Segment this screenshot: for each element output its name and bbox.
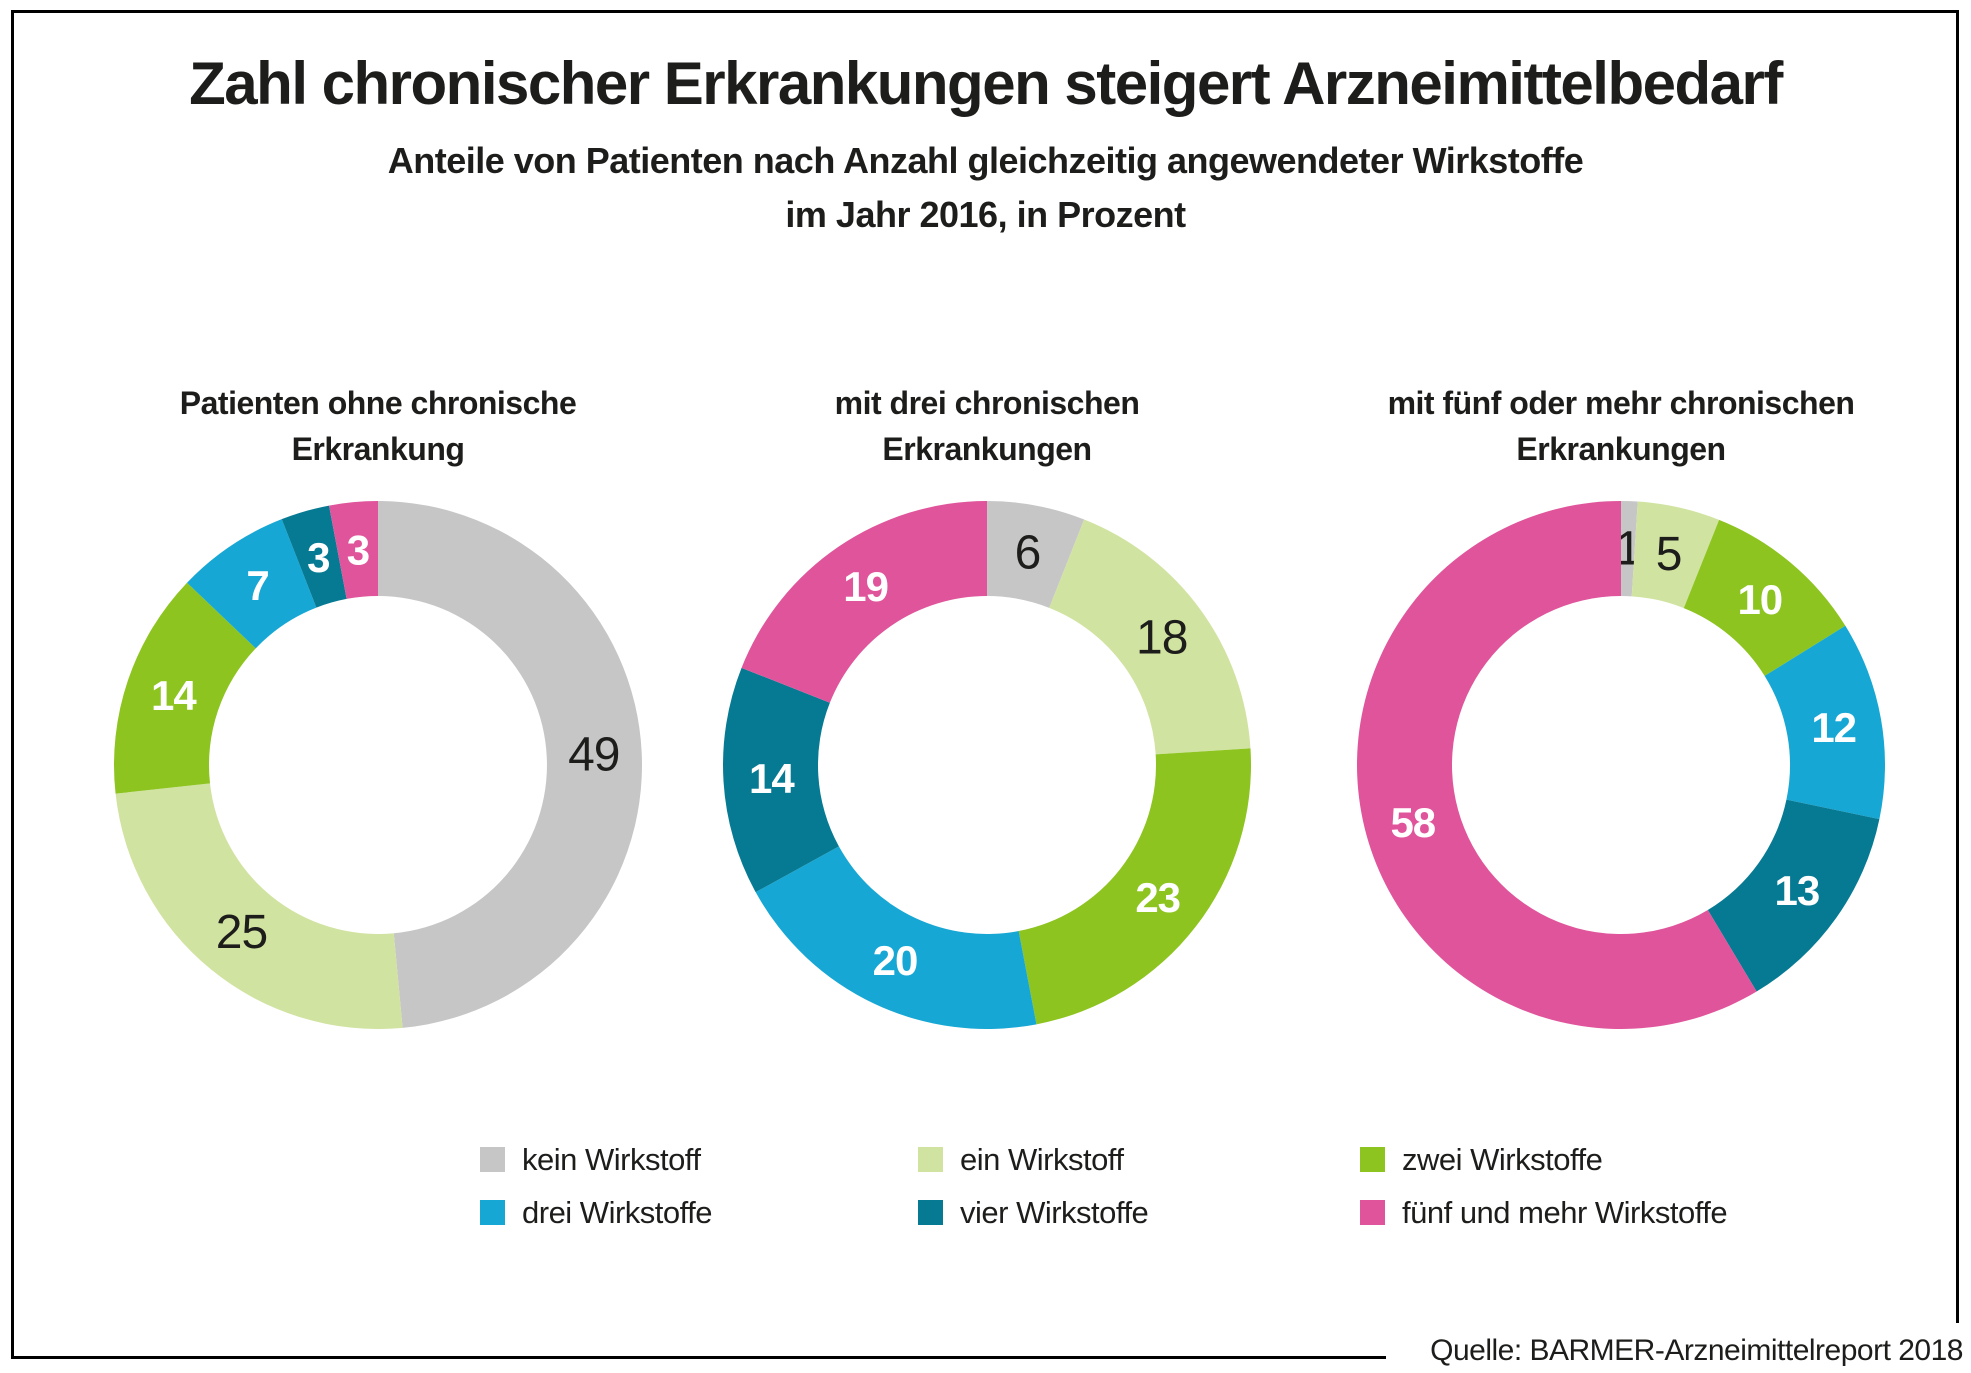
segment-value-label: 18 xyxy=(1136,612,1187,665)
page-title: Zahl chronischer Erkrankungen steigert A… xyxy=(189,50,1783,117)
segment-value-label: 13 xyxy=(1775,867,1820,914)
segment-value-label: 20 xyxy=(873,937,918,984)
donut-segment-drei-wirkstoffe xyxy=(755,846,1037,1029)
donut-chart-three-chronic-diseases: 6 18 23 20 14 19 xyxy=(717,495,1257,1035)
subtitle-line-2: im Jahr 2016, in Prozent xyxy=(785,194,1186,235)
donut-segment-drei-wirkstoffe xyxy=(187,519,317,649)
segment-value-label: 49 xyxy=(568,728,619,781)
segment-value-label: 7 xyxy=(246,562,268,609)
donut-segment-zwei-wirkstoffe xyxy=(1018,748,1252,1025)
donut-segment-ein-wirkstoff xyxy=(1631,501,1720,609)
legend-item-zwei-wirkstoffe: zwei Wirkstoffe xyxy=(1360,1142,1603,1177)
segment-value-label: 58 xyxy=(1390,799,1435,846)
chart-title-line: Erkrankung xyxy=(291,431,465,467)
legend-color-swatch xyxy=(918,1147,943,1172)
donut-segment-kein-wirkstoff xyxy=(987,501,1085,608)
legend-color-swatch xyxy=(480,1200,505,1225)
segment-value-label: 5 xyxy=(1656,528,1682,581)
page-subtitle: Anteile von Patienten nach Anzahl gleich… xyxy=(0,134,1971,242)
donut-chart-five-or-more-chronic-diseases: 1 5 10 12 13 58 xyxy=(1351,495,1891,1035)
legend-label: ein Wirkstoff xyxy=(960,1141,1124,1177)
legend-color-swatch xyxy=(918,1200,943,1225)
chart-title-line: mit fünf oder mehr chronischen xyxy=(1387,385,1855,421)
legend-item-ein-wirkstoff: ein Wirkstoff xyxy=(918,1142,1124,1177)
legend-label: kein Wirkstoff xyxy=(522,1141,701,1177)
chart-title-no-chronic-disease: Patienten ohne chronische Erkrankung xyxy=(108,380,648,472)
donut-chart-no-chronic-disease: 49 25 14 7 3 3 xyxy=(108,495,648,1035)
legend-item-drei-wirkstoffe: drei Wirkstoffe xyxy=(480,1195,713,1230)
chart-title-line: Patienten ohne chronische xyxy=(179,385,577,421)
donut-segment-f-nf-und-mehr-wirkstoffe xyxy=(329,501,378,599)
segment-value-label: 19 xyxy=(843,563,888,610)
donut-segment-ein-wirkstoff xyxy=(1049,519,1251,755)
segment-value-label: 12 xyxy=(1811,704,1856,751)
chart-title-line: Erkrankungen xyxy=(882,431,1092,467)
chart-title-line: mit drei chronischen xyxy=(834,385,1140,421)
legend-item-vier-wirkstoffe: vier Wirkstoffe xyxy=(918,1195,1149,1230)
donut-chart-svg: 6 18 23 20 14 19 xyxy=(723,501,1252,1029)
legend-item-kein-wirkstoff: kein Wirkstoff xyxy=(480,1142,701,1177)
donut-segment-f-nf-und-mehr-wirkstoffe xyxy=(1357,501,1757,1029)
segment-value-label: 23 xyxy=(1135,874,1180,921)
legend-item-f-nf-und-mehr-wirkstoffe: fünf und mehr Wirkstoffe xyxy=(1360,1195,1728,1230)
segment-value-label: 3 xyxy=(307,534,329,581)
segment-value-label: 14 xyxy=(151,672,197,719)
donut-segment-drei-wirkstoffe xyxy=(1764,625,1885,820)
legend-label: vier Wirkstoffe xyxy=(960,1194,1149,1230)
legend-color-swatch xyxy=(1360,1147,1385,1172)
segment-value-label: 3 xyxy=(347,526,369,573)
chart-title-three-chronic-diseases: mit drei chronischen Erkrankungen xyxy=(717,380,1257,472)
donut-segment-kein-wirkstoff xyxy=(1621,501,1638,597)
donut-segment-ein-wirkstoff xyxy=(115,783,403,1029)
segment-value-label: 14 xyxy=(749,755,795,802)
segment-value-label: 6 xyxy=(1015,526,1041,579)
subtitle-line-1: Anteile von Patienten nach Anzahl gleich… xyxy=(387,140,1584,181)
chart-title-line: Erkrankungen xyxy=(1516,431,1726,467)
legend-color-swatch xyxy=(480,1147,505,1172)
frame-border-top xyxy=(11,10,1959,13)
frame-border-left xyxy=(11,10,14,1359)
donut-segment-vier-wirkstoffe xyxy=(281,505,347,608)
donut-segment-kein-wirkstoff xyxy=(378,501,642,1028)
legend-label: drei Wirkstoffe xyxy=(522,1194,713,1230)
frame-border-right xyxy=(1956,10,1959,1323)
legend-label: fünf und mehr Wirkstoffe xyxy=(1402,1194,1728,1230)
donut-segment-zwei-wirkstoffe xyxy=(113,582,256,794)
donut-segment-f-nf-und-mehr-wirkstoffe xyxy=(741,501,987,703)
donut-segment-zwei-wirkstoffe xyxy=(1683,519,1846,676)
donut-segment-vier-wirkstoffe xyxy=(1707,799,1880,992)
legend-label: zwei Wirkstoffe xyxy=(1402,1141,1603,1177)
legend-color-swatch xyxy=(1360,1200,1385,1225)
segment-value-label: 25 xyxy=(216,906,267,959)
segment-value-label: 10 xyxy=(1737,576,1782,623)
chart-title-five-or-more-chronic-diseases: mit fünf oder mehr chronischen Erkrankun… xyxy=(1351,380,1891,472)
source-credit: Quelle: BARMER-Arzneimittelreport 2018 xyxy=(1424,1334,1963,1368)
frame-border-bottom xyxy=(11,1356,1386,1359)
donut-segment-vier-wirkstoffe xyxy=(723,667,839,893)
